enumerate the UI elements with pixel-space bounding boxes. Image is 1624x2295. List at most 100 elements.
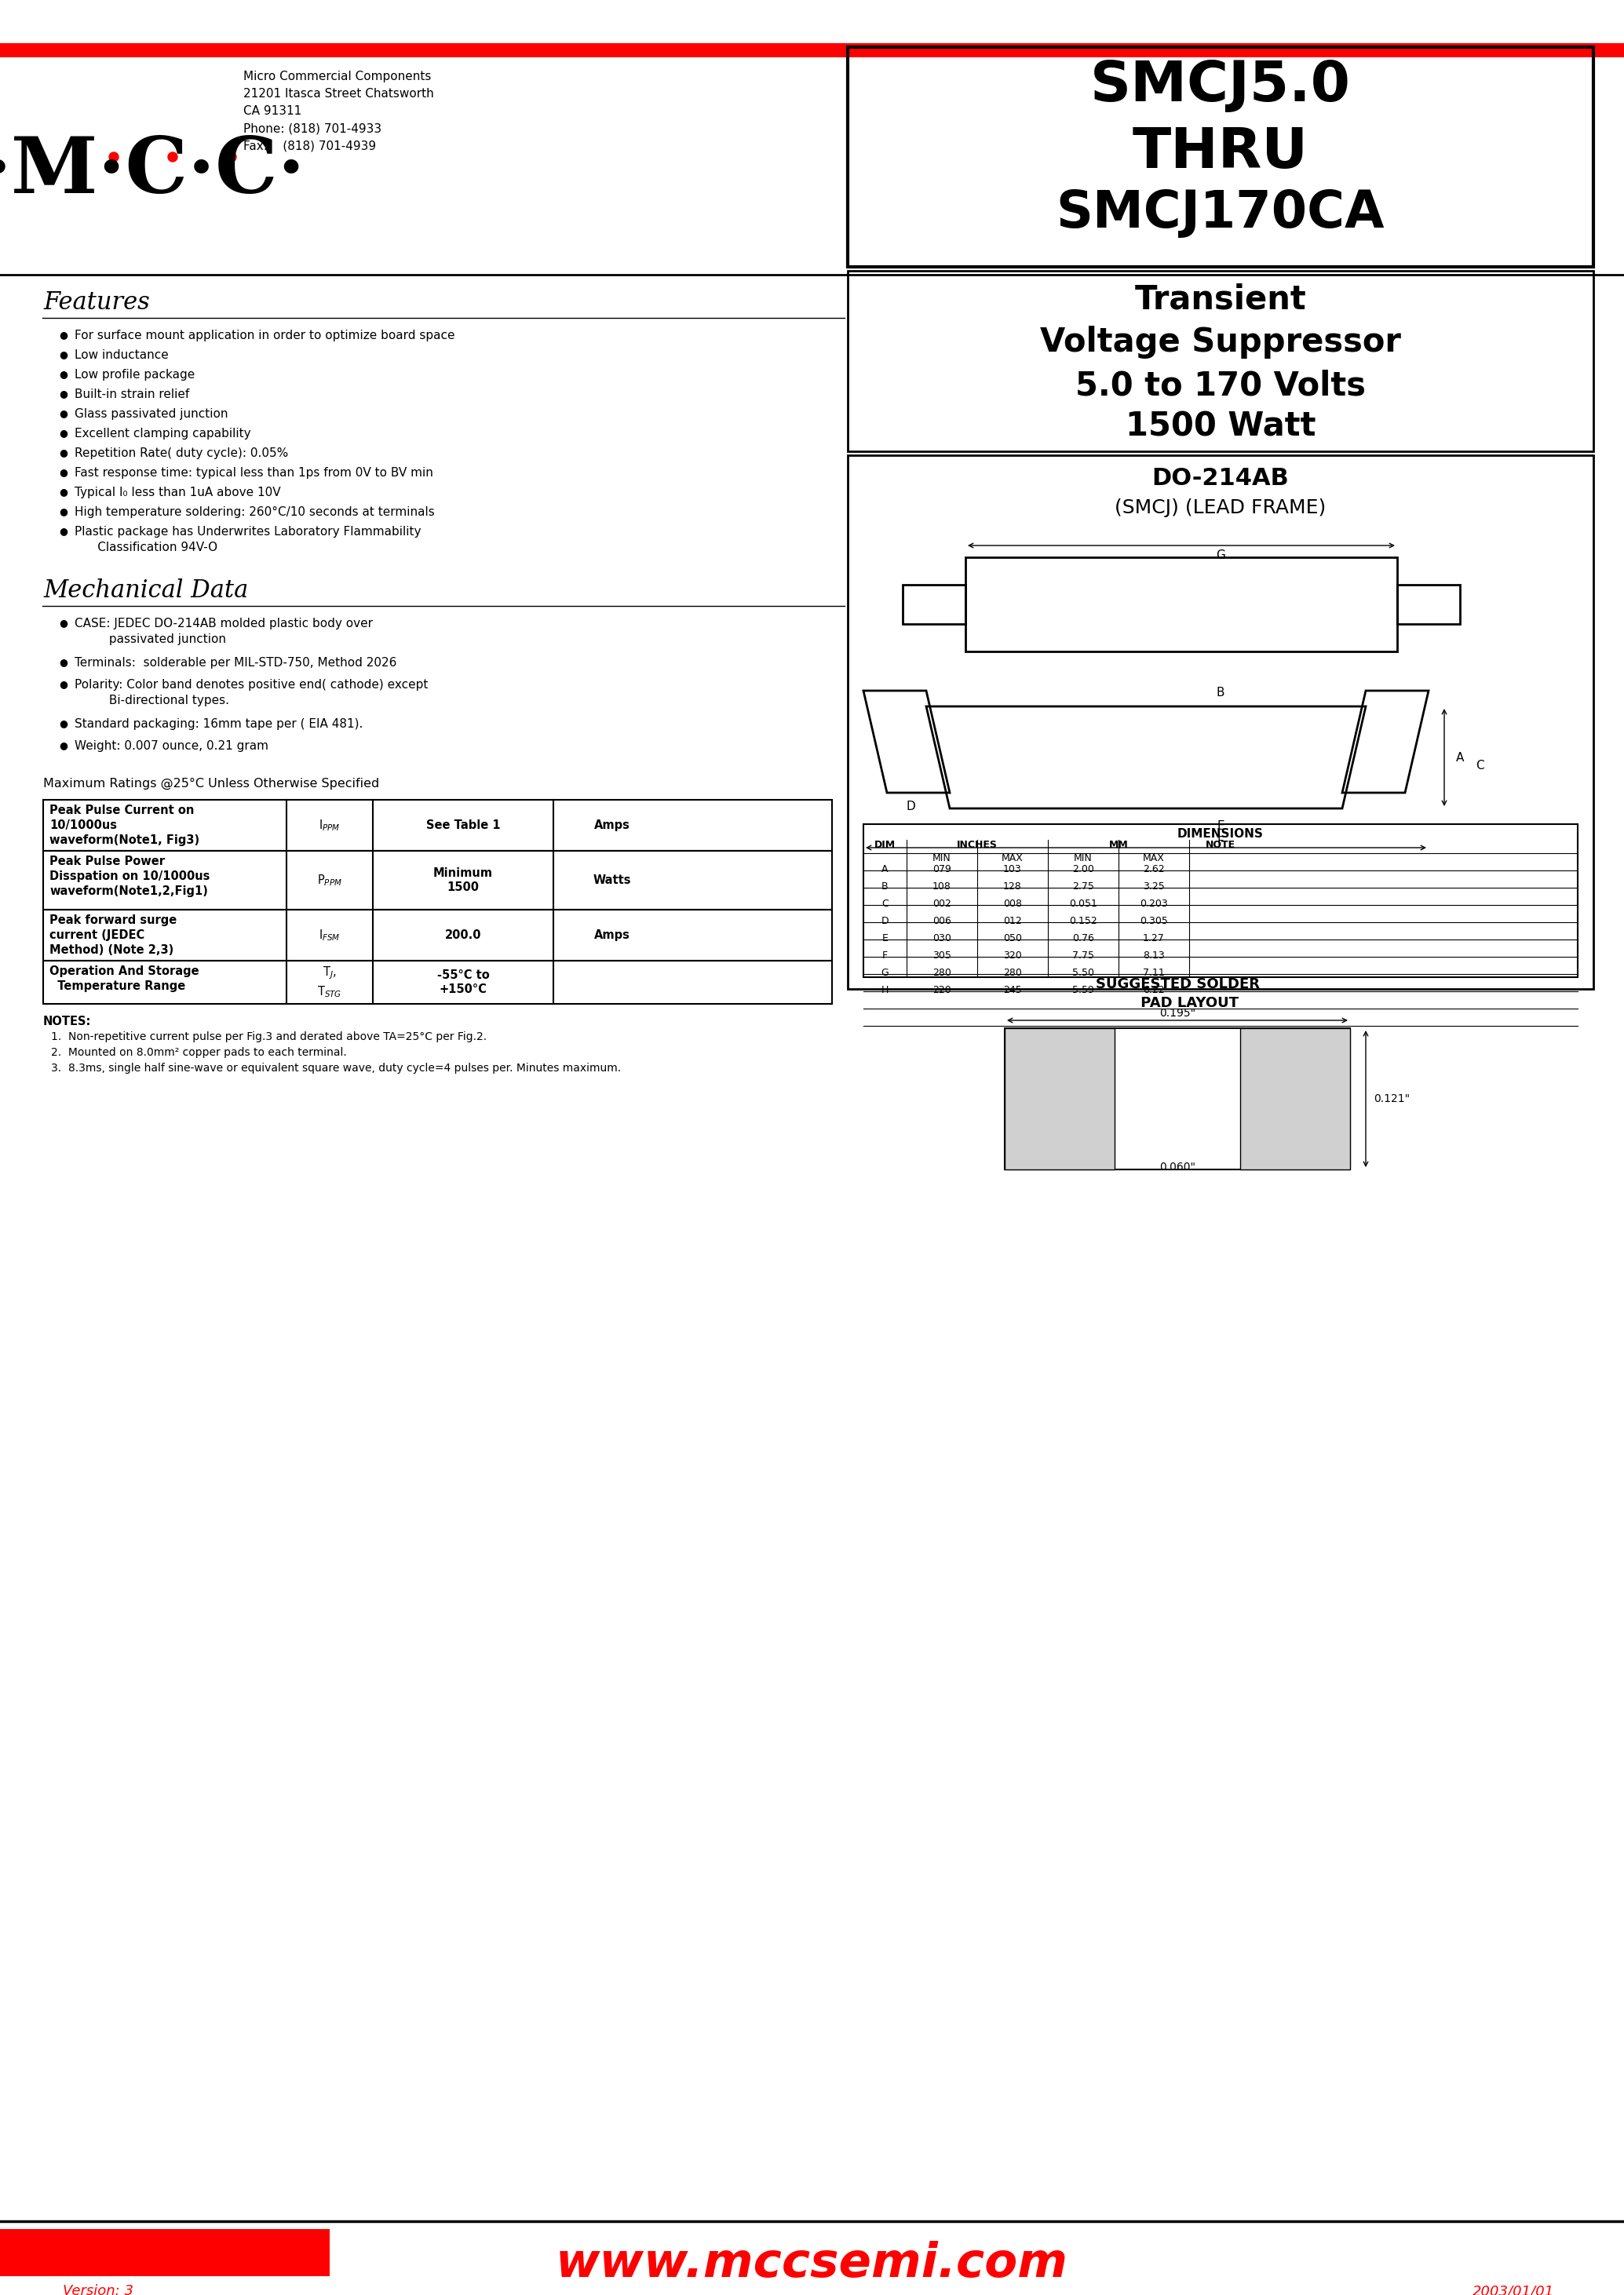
Text: 0.051: 0.051: [1069, 900, 1098, 909]
Text: Terminals:  solderable per MIL-STD-750, Method 2026: Terminals: solderable per MIL-STD-750, M…: [75, 656, 396, 668]
Text: E: E: [1216, 819, 1224, 833]
Text: ●: ●: [58, 448, 68, 457]
Text: 5.59: 5.59: [1072, 985, 1095, 996]
Text: F: F: [1216, 835, 1224, 847]
Text: CASE: JEDEC DO-214AB molded plastic body over
         passivated junction: CASE: JEDEC DO-214AB molded plastic body…: [75, 617, 374, 645]
Text: 002: 002: [932, 900, 952, 909]
Text: www.mccsemi.com: www.mccsemi.com: [555, 2240, 1069, 2288]
Text: 2003/01/01: 2003/01/01: [1473, 2284, 1554, 2295]
Text: ●: ●: [58, 466, 68, 477]
Text: I$_{FSM}$: I$_{FSM}$: [318, 927, 341, 943]
Text: 305: 305: [932, 950, 952, 962]
Bar: [848, 271, 1593, 452]
Text: Glass passivated junction: Glass passivated junction: [75, 409, 227, 420]
Circle shape: [167, 151, 177, 161]
Text: ●: ●: [58, 679, 68, 688]
Text: ●: ●: [58, 487, 68, 496]
Text: 0.305: 0.305: [1140, 916, 1168, 927]
Text: Peak forward surge
current (JEDEC
Method) (Note 2,3): Peak forward surge current (JEDEC Method…: [49, 913, 177, 957]
Bar: [848, 48, 1593, 266]
Text: 6.22: 6.22: [1143, 985, 1164, 996]
Text: 3.25: 3.25: [1143, 881, 1164, 893]
Circle shape: [227, 151, 235, 161]
Text: 0.152: 0.152: [1069, 916, 1098, 927]
Text: See Table 1: See Table 1: [425, 819, 500, 831]
Text: D: D: [906, 801, 914, 812]
Text: 7.11: 7.11: [1143, 968, 1164, 978]
Text: 006: 006: [932, 916, 952, 927]
Text: MIN: MIN: [932, 854, 952, 863]
Text: MIN: MIN: [1073, 854, 1093, 863]
Text: DO-214AB: DO-214AB: [1151, 466, 1289, 489]
Text: Excellent clamping capability: Excellent clamping capability: [75, 427, 250, 441]
Text: I$_{PPM}$: I$_{PPM}$: [318, 817, 341, 833]
Text: 2.62: 2.62: [1143, 865, 1164, 874]
Text: 0.060": 0.060": [1160, 1161, 1195, 1173]
Bar: [848, 454, 1593, 989]
Text: ●: ●: [58, 409, 68, 418]
Text: Peak Pulse Current on
10/1000us
waveform(Note1, Fig3): Peak Pulse Current on 10/1000us waveform…: [49, 806, 200, 847]
Circle shape: [109, 151, 119, 161]
Text: 030: 030: [932, 934, 952, 943]
Text: Weight: 0.007 ounce, 0.21 gram: Weight: 0.007 ounce, 0.21 gram: [75, 741, 268, 753]
Text: For surface mount application in order to optimize board space: For surface mount application in order t…: [75, 330, 455, 342]
Text: 0.121": 0.121": [1374, 1092, 1410, 1104]
Text: 103: 103: [1004, 865, 1021, 874]
Text: 320: 320: [1004, 950, 1021, 962]
Text: 0.203: 0.203: [1140, 900, 1168, 909]
Text: THRU: THRU: [1132, 126, 1309, 179]
Text: ●: ●: [58, 369, 68, 379]
Bar: [1005, 1028, 1350, 1170]
Text: 008: 008: [1004, 900, 1021, 909]
Bar: [44, 851, 831, 909]
Text: 0.195": 0.195": [1160, 1008, 1195, 1019]
Text: 220: 220: [932, 985, 952, 996]
Text: H: H: [882, 985, 888, 996]
Text: A: A: [1457, 750, 1465, 764]
Text: 108: 108: [932, 881, 952, 893]
Text: Amps: Amps: [594, 819, 630, 831]
Text: 200.0: 200.0: [445, 929, 481, 941]
Text: A: A: [882, 865, 888, 874]
Text: ●: ●: [58, 526, 68, 537]
Text: B: B: [882, 881, 888, 893]
Text: Maximum Ratings @25°C Unless Otherwise Specified: Maximum Ratings @25°C Unless Otherwise S…: [44, 778, 380, 789]
Text: 2.75: 2.75: [1072, 881, 1095, 893]
Text: Built-in strain relief: Built-in strain relief: [75, 388, 190, 399]
Bar: [864, 824, 1577, 978]
Text: Voltage Suppressor: Voltage Suppressor: [1039, 326, 1402, 358]
Text: NOTES:: NOTES:: [44, 1017, 91, 1028]
Text: MAX: MAX: [1002, 854, 1023, 863]
Text: Fast response time: typical less than 1ps from 0V to BV min: Fast response time: typical less than 1p…: [75, 466, 434, 480]
Text: C: C: [1476, 760, 1484, 771]
Text: Amps: Amps: [594, 929, 630, 941]
Text: Version: 3: Version: 3: [63, 2284, 133, 2295]
Bar: [0, 2228, 330, 2277]
Text: MAX: MAX: [1143, 854, 1164, 863]
Text: ●: ●: [58, 718, 68, 728]
Text: 1.27: 1.27: [1143, 934, 1164, 943]
Text: ●: ●: [58, 330, 68, 340]
Text: SMCJ170CA: SMCJ170CA: [1056, 188, 1385, 239]
Text: MM: MM: [1109, 840, 1129, 849]
Text: G: G: [1216, 549, 1224, 562]
Text: 1500 Watt: 1500 Watt: [1125, 411, 1315, 443]
Text: 050: 050: [1004, 934, 1021, 943]
Text: High temperature soldering: 260°C/10 seconds at terminals: High temperature soldering: 260°C/10 sec…: [75, 507, 435, 519]
Text: Operation And Storage
  Temperature Range: Operation And Storage Temperature Range: [49, 966, 200, 991]
Text: 7.75: 7.75: [1072, 950, 1095, 962]
Bar: [44, 799, 831, 851]
Text: Peak Pulse Power
Disspation on 10/1000us
waveform(Note1,2,Fig1): Peak Pulse Power Disspation on 10/1000us…: [49, 856, 209, 897]
Text: NOTE: NOTE: [1205, 840, 1236, 849]
Text: 012: 012: [1004, 916, 1021, 927]
Text: SMCJ5.0: SMCJ5.0: [1090, 60, 1351, 112]
Bar: [44, 909, 831, 962]
Text: 280: 280: [932, 968, 952, 978]
Text: 3.  8.3ms, single half sine-wave or equivalent square wave, duty cycle=4 pulses : 3. 8.3ms, single half sine-wave or equiv…: [50, 1063, 620, 1074]
Text: 5.50: 5.50: [1072, 968, 1095, 978]
Text: ●: ●: [58, 507, 68, 516]
Bar: [965, 558, 1397, 652]
Bar: [903, 585, 965, 624]
Bar: [1241, 1028, 1350, 1170]
Text: 0.76: 0.76: [1072, 934, 1095, 943]
